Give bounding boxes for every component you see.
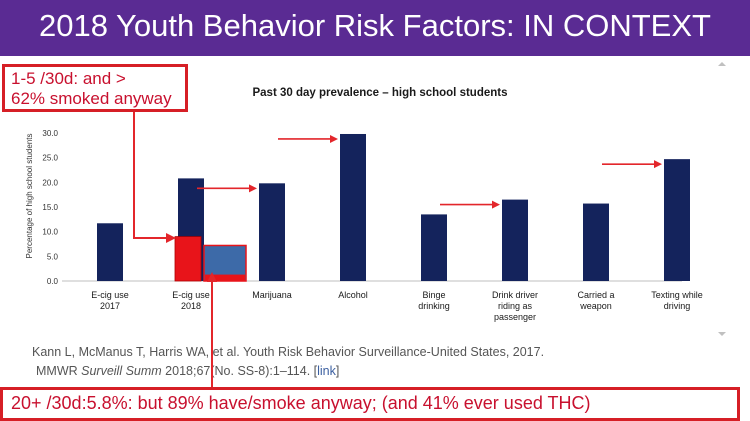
y-tick-label: 5.0 [47,252,59,261]
y-tick-label: 30.0 [42,129,58,138]
highlight-segment-red [174,236,202,282]
bars [97,133,690,281]
x-tick-label: riding as [498,301,533,311]
bar [421,214,447,281]
trend-arrowhead [330,134,338,143]
x-tick-label: drinking [418,301,450,311]
x-tick-label: driving [664,301,691,311]
x-tick-label: Marijuana [252,290,292,300]
x-tick-label: weapon [579,301,612,311]
citation: Kann L, McManus T, Harris WA, et al. You… [32,343,732,381]
y-tick-label: 20.0 [42,178,58,187]
callout-box-bottom: 20+ /30d:5.8%: but 89% have/smoke anyway… [0,387,740,421]
trend-arrowhead [492,200,500,209]
citation-end: ] [335,364,340,378]
citation-line-2: MMWR Surveill Summ 2018;67(No. SS-8):1–1… [32,362,732,381]
bar [583,203,609,281]
annotation-arrows [197,134,662,209]
x-tick-label: Drink driver [492,290,538,300]
callout-top-line-1: 1-5 /30d: and > [11,69,126,88]
y-tick-label: 15.0 [42,203,58,212]
y-axis-label: Percentage of high school students [25,134,34,259]
x-tick-label: E-cig use [172,290,210,300]
trend-arrowhead [654,160,662,169]
x-tick-label: 2017 [100,301,120,311]
title-bar: 2018 Youth Behavior Risk Factors: IN CON… [0,0,750,56]
y-tick-label: 25.0 [42,154,58,163]
highlight-segments [174,236,247,282]
citation-journal: MMWR [36,364,82,378]
bar [664,159,690,281]
bar [97,223,123,281]
bar [502,199,528,281]
bar-chart: Past 30 day prevalence – high school stu… [25,62,726,336]
x-tick-label: 2018 [181,301,201,311]
x-tick-label: Carried a [577,290,614,300]
y-tick-labels: 0.0 5.0 10.0 15.0 20.0 25.0 30.0 [42,129,58,286]
callout-top-line-2: 62% smoked anyway [11,89,172,108]
x-tick-label: Binge [422,290,445,300]
trend-arrowhead [249,184,257,193]
x-tick-label: Texting while [651,290,703,300]
x-tick-label: E-cig use [91,290,129,300]
bar [259,183,285,281]
chart-title: Past 30 day prevalence – high school stu… [252,87,507,99]
x-tick-label: passenger [494,312,536,322]
x-tick-label: Alcohol [338,290,368,300]
slide-title: 2018 Youth Behavior Risk Factors: IN CON… [39,8,711,43]
scroll-indicator[interactable] [718,62,726,336]
citation-journal-italic: Surveill Summ [81,364,162,378]
y-tick-label: 10.0 [42,228,58,237]
highlight-segment-inner-red [205,274,245,281]
bar [340,133,366,281]
citation-link[interactable]: link [317,364,336,378]
citation-line-1: Kann L, McManus T, Harris WA, et al. You… [32,345,545,359]
y-tick-label: 0.0 [47,277,59,286]
citation-volume: 2018;67(No. SS-8):1–114. [ [161,364,318,378]
callout-box-top: 1-5 /30d: and > 62% smoked anyway [2,64,188,112]
